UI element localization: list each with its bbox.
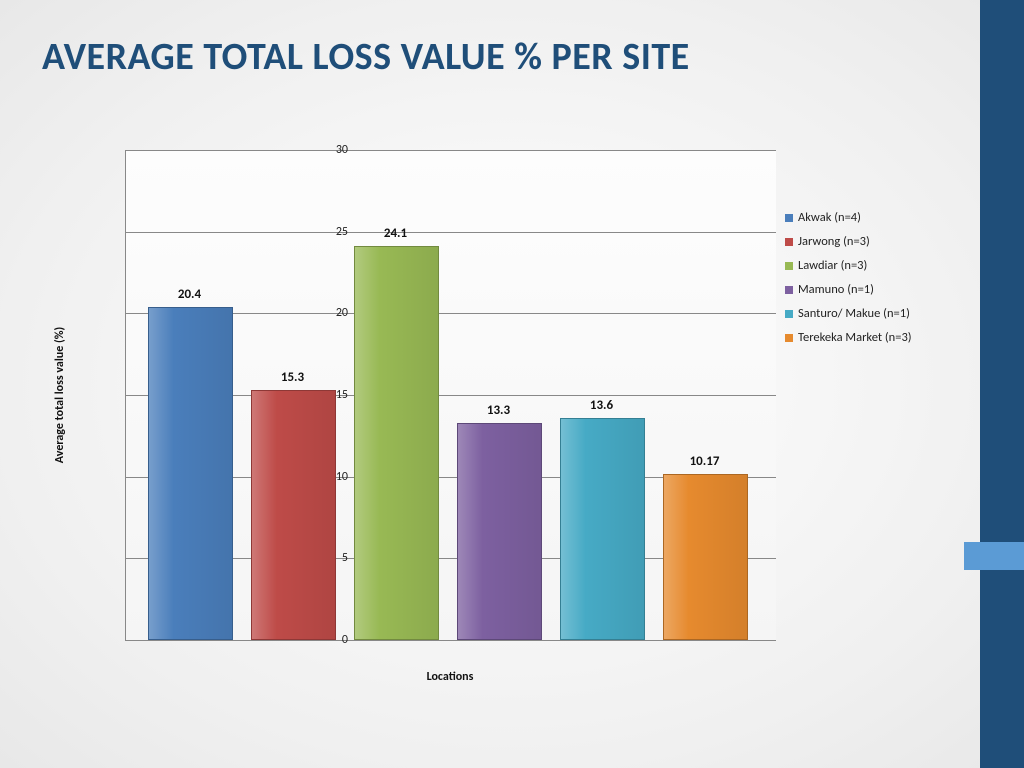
y-tick-label: 10 xyxy=(318,470,348,484)
bar xyxy=(354,246,439,640)
bar-chart: Average total loss value (%) Locations A… xyxy=(70,150,950,710)
legend-label: Terekeka Market (n=3) xyxy=(798,330,912,345)
bar-value-label: 15.3 xyxy=(281,370,304,385)
legend: Akwak (n=4) Jarwong (n=3) Lawdiar (n=3) Mam… xyxy=(785,210,912,354)
side-stripe xyxy=(980,0,1024,768)
legend-swatch xyxy=(785,310,793,318)
page-title: AVERAGE TOTAL LOSS VALUE % PER SITE xyxy=(42,34,690,80)
legend-item: Terekeka Market (n=3) xyxy=(785,330,912,345)
legend-label: Mamuno (n=1) xyxy=(798,282,874,297)
legend-label: Akwak (n=4) xyxy=(798,210,861,225)
y-tick-label: 0 xyxy=(318,633,348,647)
side-accent xyxy=(964,542,1024,570)
grid-line xyxy=(126,232,776,233)
legend-label: Lawdiar (n=3) xyxy=(798,258,867,273)
bar-value-label: 10.17 xyxy=(690,454,720,469)
legend-swatch xyxy=(785,214,793,222)
plot-area xyxy=(125,150,776,641)
bar xyxy=(560,418,645,640)
bar xyxy=(457,423,542,640)
y-tick-label: 20 xyxy=(318,306,348,320)
bar-value-label: 20.4 xyxy=(178,287,201,302)
y-tick-label: 5 xyxy=(318,551,348,565)
legend-item: Lawdiar (n=3) xyxy=(785,258,912,273)
y-tick-label: 25 xyxy=(318,225,348,239)
bar xyxy=(148,307,233,640)
y-tick-label: 30 xyxy=(318,143,348,157)
bar xyxy=(663,474,748,640)
legend-item: Mamuno (n=1) xyxy=(785,282,912,297)
bar-value-label: 13.6 xyxy=(590,398,613,413)
legend-swatch xyxy=(785,286,793,294)
legend-swatch xyxy=(785,334,793,342)
legend-swatch xyxy=(785,238,793,246)
y-axis-title: Average total loss value (%) xyxy=(53,327,67,463)
bar-value-label: 24.1 xyxy=(384,226,407,241)
legend-item: Akwak (n=4) xyxy=(785,210,912,225)
bar xyxy=(251,390,336,640)
bar-value-label: 13.3 xyxy=(487,403,510,418)
legend-label: Santuro/ Makue (n=1) xyxy=(798,306,910,321)
legend-label: Jarwong (n=3) xyxy=(798,234,870,249)
legend-item: Jarwong (n=3) xyxy=(785,234,912,249)
y-tick-label: 15 xyxy=(318,388,348,402)
legend-item: Santuro/ Makue (n=1) xyxy=(785,306,912,321)
x-axis-title: Locations xyxy=(125,670,775,684)
grid-line xyxy=(126,150,776,151)
legend-swatch xyxy=(785,262,793,270)
